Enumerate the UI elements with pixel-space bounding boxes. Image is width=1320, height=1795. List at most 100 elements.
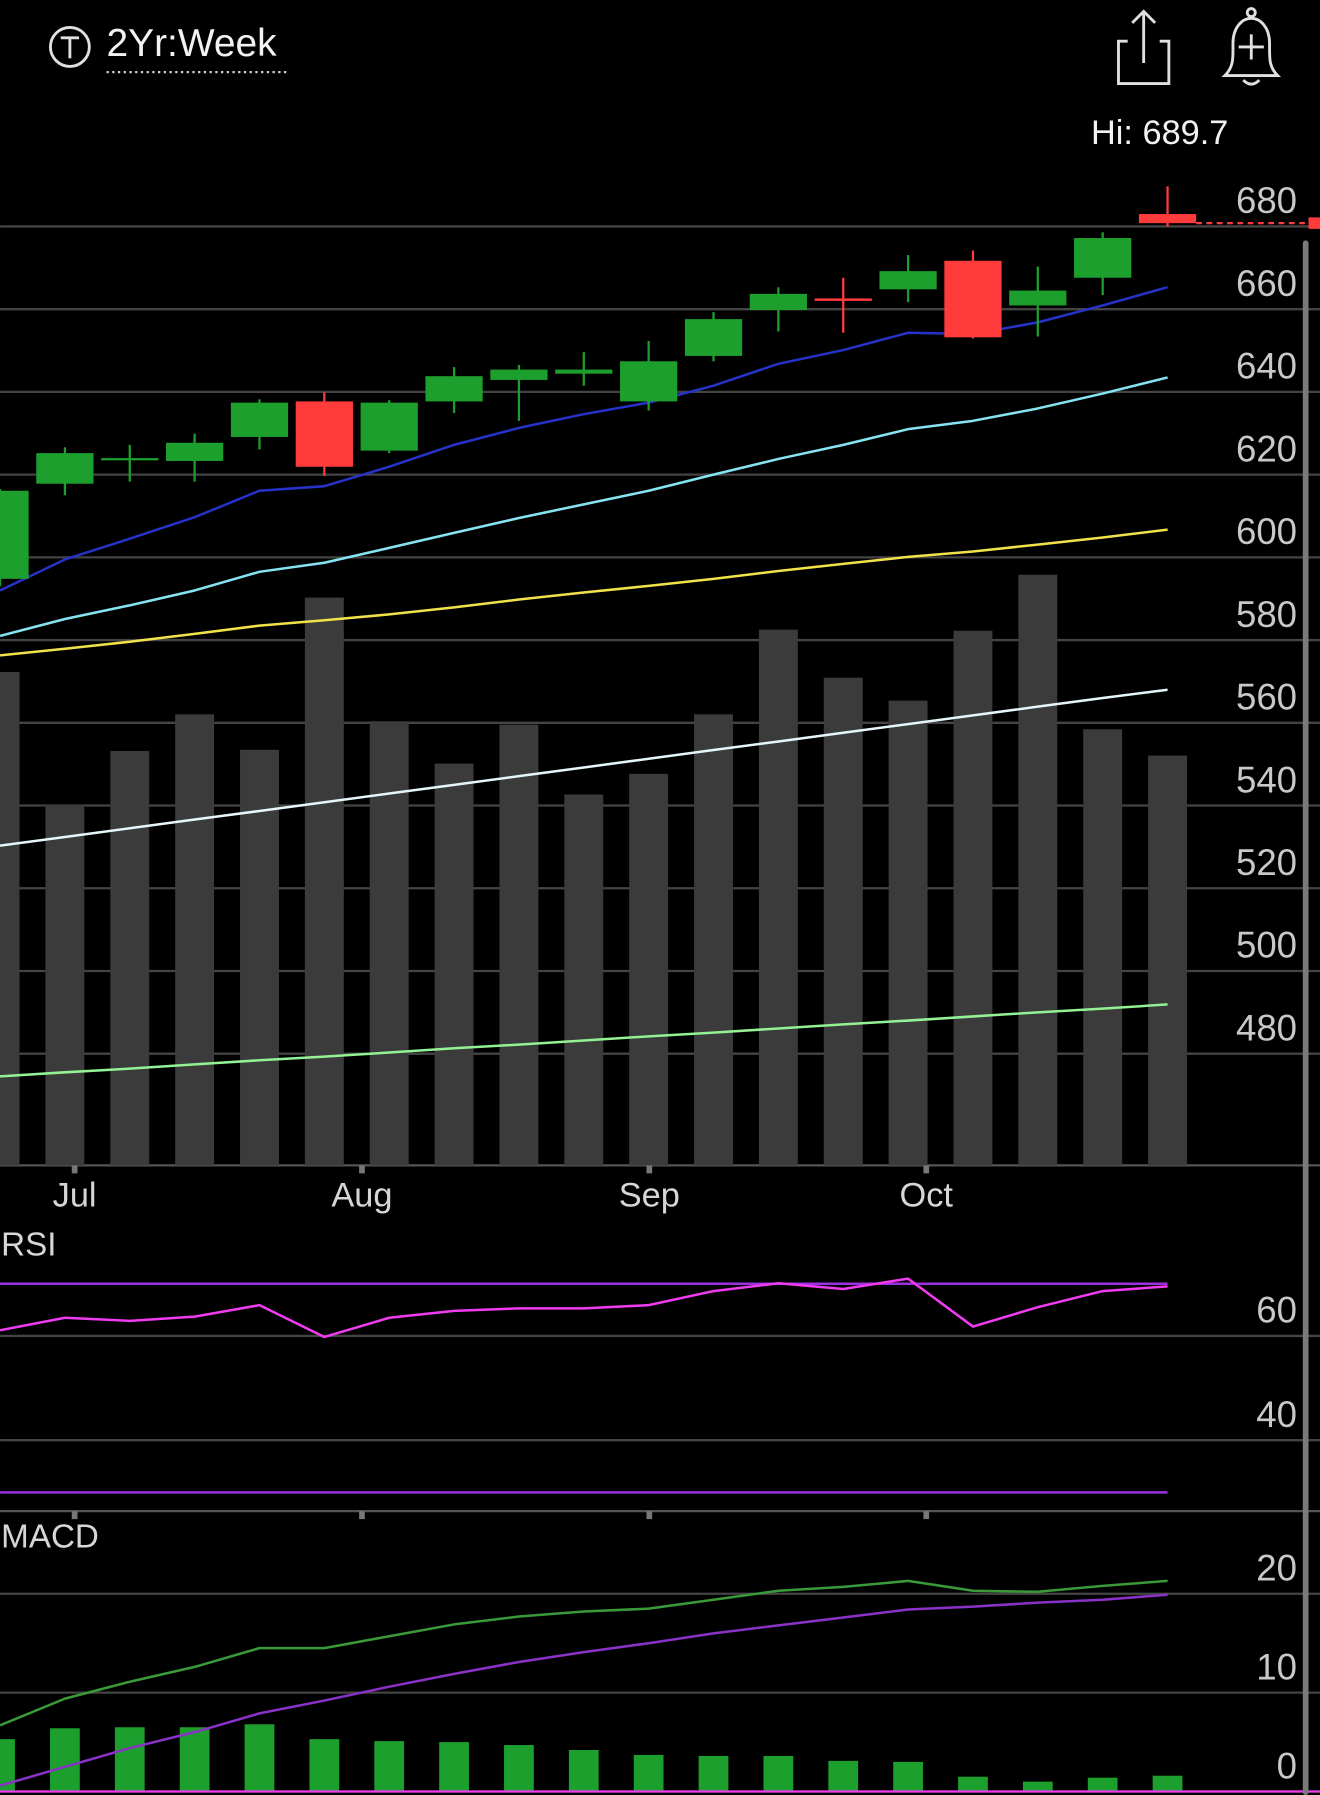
- candle-body: [360, 402, 418, 451]
- volume-bar: [823, 677, 863, 1166]
- candle-body: [36, 453, 94, 484]
- histogram-bar: [1087, 1777, 1118, 1792]
- histogram-bar: [114, 1727, 145, 1792]
- x-tick-label: Sep: [619, 1177, 680, 1215]
- volume-bar: [1148, 755, 1187, 1166]
- histogram-bar: [0, 1739, 15, 1792]
- volume-bar: [1018, 574, 1058, 1166]
- indicator-line: [0, 1003, 1168, 1078]
- y-tick-label: 520: [1236, 842, 1297, 883]
- candle-body: [684, 319, 743, 356]
- volume-bar: [629, 773, 669, 1166]
- histogram-bar: [763, 1755, 794, 1792]
- period-selector[interactable]: 2Yr:Week: [107, 22, 278, 65]
- volume-bar: [304, 597, 344, 1166]
- y-tick-label: 0: [1277, 1745, 1297, 1786]
- volume-bar: [45, 804, 85, 1166]
- pane-label: MACD: [1, 1518, 99, 1555]
- volume-bar: [758, 629, 798, 1166]
- histogram-bar: [374, 1741, 405, 1792]
- histogram-bar: [244, 1724, 275, 1792]
- indicator-line: [0, 1277, 1168, 1339]
- histogram-bar: [698, 1755, 729, 1792]
- indicator-button[interactable]: [48, 26, 91, 68]
- indicator-line: [0, 528, 1168, 657]
- volume-bar: [564, 794, 604, 1166]
- volume-bar: [499, 724, 539, 1166]
- histogram-bar: [179, 1727, 210, 1792]
- candle-body: [1138, 214, 1197, 224]
- candle-body: [620, 361, 678, 402]
- x-tick-label: Jul: [53, 1177, 97, 1215]
- indicator-line: [0, 1593, 1168, 1787]
- scrollbar[interactable]: [1302, 240, 1309, 1795]
- y-tick-label: 620: [1236, 428, 1297, 469]
- volume-bar: [175, 714, 215, 1166]
- share-button[interactable]: [1117, 9, 1171, 85]
- y-tick-label: 480: [1236, 1007, 1297, 1048]
- volume-bar: [369, 721, 409, 1166]
- y-tick-label: 580: [1236, 594, 1297, 635]
- y-tick-label: 640: [1236, 346, 1297, 387]
- histogram-bar: [1022, 1781, 1053, 1792]
- candle-body: [879, 271, 937, 290]
- y-tick-label: 60: [1256, 1290, 1297, 1331]
- histogram-bar: [50, 1728, 80, 1792]
- y-tick-label: 500: [1236, 925, 1297, 966]
- candle-body: [0, 490, 29, 579]
- volume-bar: [953, 630, 993, 1166]
- y-tick-label: 560: [1236, 677, 1297, 718]
- histogram-bar: [633, 1754, 664, 1792]
- volume-bar: [434, 763, 474, 1166]
- icon-circle: [48, 26, 91, 68]
- indicator-line: [0, 688, 1168, 847]
- y-tick-label: 680: [1236, 180, 1297, 221]
- alert-button[interactable]: [1221, 7, 1282, 86]
- pane-label: RSI: [1, 1226, 56, 1263]
- candle-body: [749, 293, 807, 311]
- candle-body: [166, 442, 224, 461]
- x-tick-label: Aug: [331, 1177, 392, 1215]
- volume-bar: [694, 714, 733, 1166]
- volume-bar: [1083, 729, 1123, 1166]
- indicator-line: [0, 1579, 1168, 1727]
- candle-body: [490, 369, 548, 380]
- candle-body: [555, 369, 613, 374]
- icon-glyph: [60, 36, 80, 59]
- y-tick-label: 20: [1256, 1548, 1297, 1589]
- histogram-bar: [309, 1739, 340, 1792]
- volume-bar: [888, 700, 928, 1166]
- candle-body: [944, 260, 1002, 338]
- y-tick-label: 540: [1236, 759, 1297, 800]
- volume-bar: [110, 750, 150, 1166]
- candle-body: [425, 376, 483, 402]
- y-tick-label: 10: [1256, 1646, 1297, 1687]
- last-price-marker: [1308, 217, 1320, 229]
- histogram-bar: [1152, 1775, 1183, 1792]
- candle-body: [295, 401, 353, 467]
- candle-body: [101, 458, 159, 461]
- volume-bar: [240, 749, 279, 1166]
- high-label: Hi: 689.7: [1091, 114, 1228, 152]
- histogram-bar: [828, 1760, 859, 1792]
- histogram-bar: [893, 1761, 923, 1792]
- y-tick-label: 660: [1236, 263, 1297, 304]
- bell-knob: [1245, 7, 1257, 19]
- histogram-bar: [568, 1750, 599, 1792]
- bell-plus: [1238, 34, 1264, 86]
- x-tick-label: Oct: [900, 1177, 954, 1215]
- y-tick-label: 600: [1236, 511, 1297, 552]
- candle-body: [1074, 238, 1132, 278]
- histogram-bar: [439, 1742, 469, 1792]
- y-tick-label: 40: [1256, 1394, 1297, 1435]
- indicator-line: [0, 376, 1168, 638]
- bell-body: [1221, 16, 1282, 77]
- candle-body: [814, 298, 872, 301]
- volume-bar: [0, 671, 20, 1166]
- candle-body: [1009, 290, 1067, 306]
- histogram-bar: [504, 1745, 534, 1792]
- candle-body: [230, 402, 289, 437]
- histogram-bar: [958, 1776, 988, 1792]
